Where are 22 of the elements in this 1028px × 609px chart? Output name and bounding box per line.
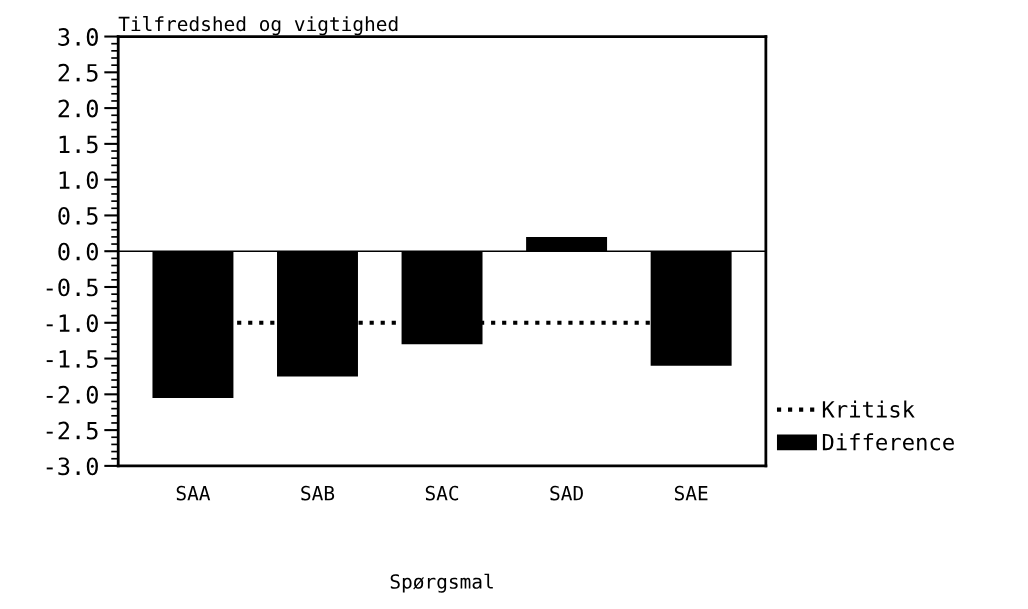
y-tick-label: -0.5 [46,278,98,297]
y-tick-label: 1.5 [59,135,98,154]
x-tick-label: SAE [674,485,708,501]
y-tick-label: 0.5 [58,206,98,225]
y-tick-label: -1.5 [46,350,98,368]
y-tick-label: 1.0 [59,171,98,190]
y-tick-label: -2.0 [46,385,98,404]
y-tick-label: -3.0 [46,457,98,476]
x-axis-title: Spørgsmal [390,573,493,593]
x-tick-label: SAA [176,485,211,501]
x-tick-label: SAD [550,485,583,501]
y-tick-label: 2.5 [58,63,98,82]
y-tick-label: 0.0 [58,242,98,261]
legend-label: Difference [822,433,954,451]
x-tick-label: SAB [301,485,335,501]
y-tick-label: -1.0 [46,314,98,333]
x-tick-label: SAC [425,485,459,501]
y-tick-label: -2.5 [46,421,98,440]
legend-label: Kritisk [822,400,915,418]
y-tick-label: 3.0 [58,28,98,46]
y-tick-label: 2.0 [58,99,98,118]
chart-title: Tilfredshed og vigtighed [118,16,398,36]
